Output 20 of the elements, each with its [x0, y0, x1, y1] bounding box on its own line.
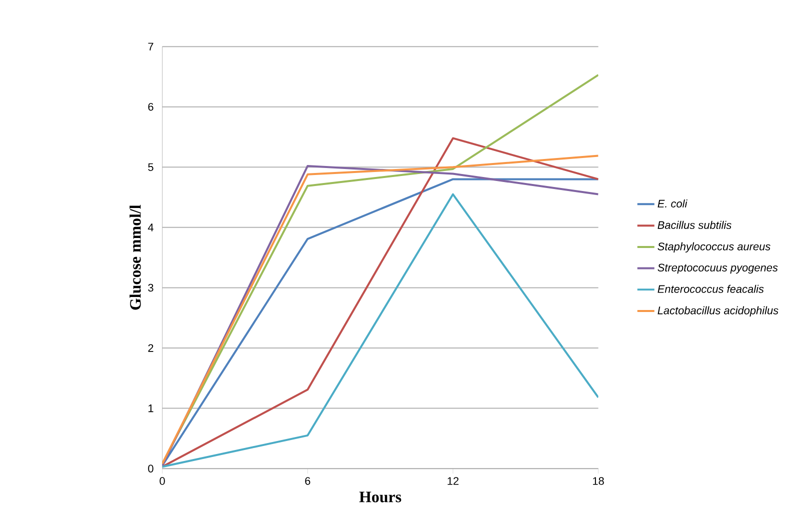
x-tick-label: 0	[160, 477, 165, 485]
x-tick-label: 6	[305, 477, 310, 485]
x-axis-title: Hours	[359, 492, 402, 502]
y-tick-label: 4	[148, 224, 154, 232]
y-tick-label: 6	[148, 102, 154, 111]
y-tick-label: 3	[148, 284, 154, 292]
legend-label: Lactobacillus acidophilus	[658, 306, 778, 316]
y-axis-title: Glucose mmol/l	[130, 204, 141, 310]
legend-label: Bacillus subtilis	[658, 220, 732, 229]
legend-label: Enterococcus feacalis	[658, 284, 764, 293]
y-tick-label: 7	[148, 42, 154, 50]
y-tick-label: 1	[148, 404, 154, 412]
legend-label: Staphylococcus aureus	[658, 242, 770, 253]
y-tick-label: 2	[148, 344, 154, 352]
x-tick-label: 18	[593, 477, 604, 485]
y-tick-label: 0	[148, 464, 154, 472]
legend-label: E. coli	[658, 199, 688, 208]
legend-label: Streptococuus pyogenes	[658, 264, 778, 274]
x-tick-label: 12	[448, 477, 459, 485]
y-tick-label: 5	[148, 163, 154, 171]
